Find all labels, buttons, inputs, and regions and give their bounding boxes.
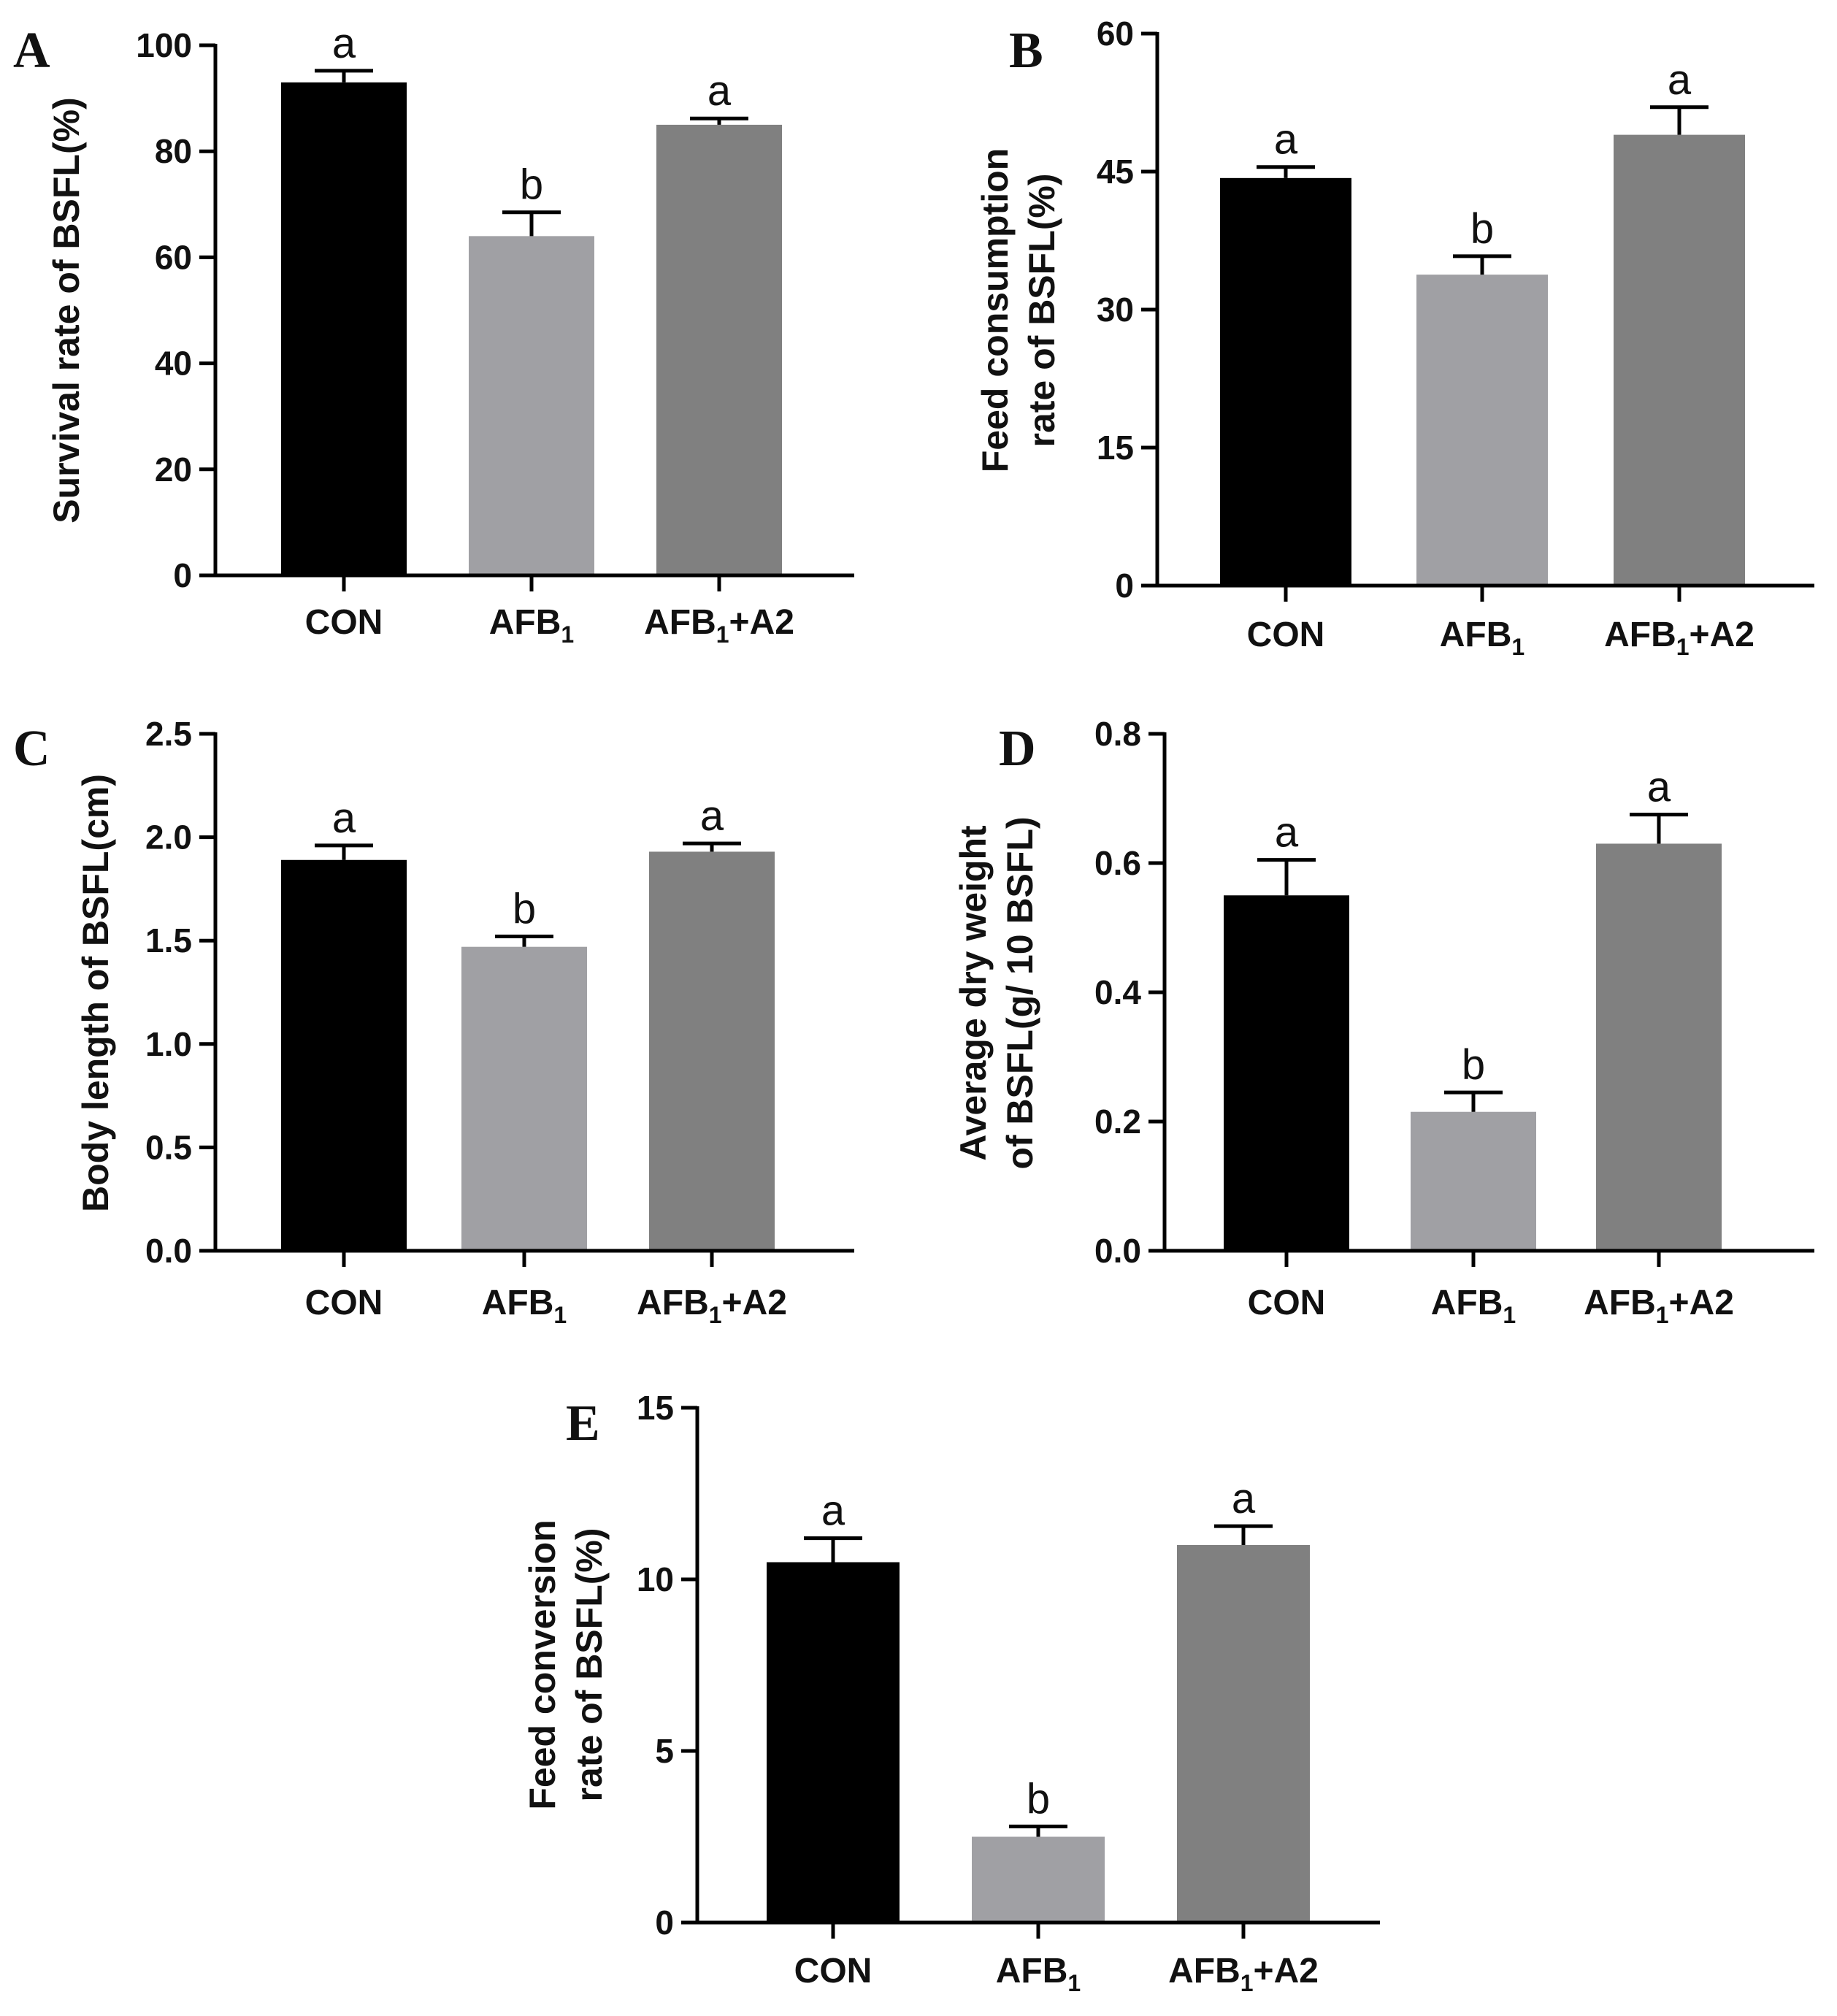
y-tick-label: 30 bbox=[1097, 291, 1134, 329]
bar bbox=[469, 236, 594, 575]
y-axis-label: Feed conversion rate of BSFL(%) bbox=[522, 1519, 610, 1809]
significance-label: b bbox=[1470, 205, 1494, 253]
bar bbox=[1177, 1545, 1310, 1923]
significance-label: a bbox=[707, 67, 732, 115]
bar bbox=[972, 1836, 1105, 1923]
significance-label: b bbox=[1027, 1775, 1050, 1823]
bar bbox=[649, 851, 775, 1251]
y-tick-label: 60 bbox=[155, 238, 192, 276]
x-tick-label: CON bbox=[794, 1952, 873, 1990]
x-tick-label: AFB1+A2 bbox=[1584, 1284, 1734, 1328]
x-tick-label: AFB1 bbox=[1440, 616, 1525, 660]
y-tick-label: 60 bbox=[1097, 15, 1134, 53]
bar bbox=[767, 1562, 900, 1923]
y-tick-label: 0.4 bbox=[1094, 973, 1141, 1011]
y-tick-label: 0.6 bbox=[1094, 844, 1141, 882]
y-tick-label: 0.2 bbox=[1094, 1103, 1141, 1141]
significance-label: a bbox=[1274, 116, 1298, 164]
x-tick-label: AFB1+A2 bbox=[644, 603, 794, 648]
y-tick-label: 40 bbox=[155, 345, 192, 383]
y-tick-label: 100 bbox=[136, 26, 192, 64]
x-tick-label: AFB1+A2 bbox=[1168, 1952, 1319, 1996]
panel-letter: C bbox=[13, 721, 50, 777]
x-tick-label: AFB1 bbox=[482, 1284, 567, 1328]
panel-letter: E bbox=[566, 1395, 600, 1452]
y-tick-label: 80 bbox=[155, 132, 192, 170]
y-tick-label: 20 bbox=[155, 451, 192, 488]
x-tick-label: AFB1+A2 bbox=[637, 1284, 787, 1328]
significance-label: a bbox=[332, 20, 356, 67]
bar bbox=[281, 859, 407, 1251]
bar bbox=[1224, 895, 1349, 1251]
y-tick-label: 0 bbox=[655, 1904, 674, 1942]
panel-letter: D bbox=[999, 721, 1036, 777]
significance-label: a bbox=[821, 1487, 845, 1535]
significance-label: a bbox=[700, 792, 724, 840]
chart-panel-c: Ca CON b AFB1 a AFB1+A2 0.0 0.5 1.0 1.5 2.0 2.5 Body… bbox=[13, 715, 854, 1328]
significance-label: b bbox=[520, 161, 543, 209]
chart-panel-e: Ea CON b AFB1 a AFB1+A2 0 5 10 15 Feed conversion r… bbox=[522, 1389, 1380, 1996]
significance-label: a bbox=[1275, 809, 1299, 856]
significance-label: a bbox=[1668, 56, 1692, 104]
x-tick-label: AFB1 bbox=[996, 1952, 1081, 1996]
x-tick-label: CON bbox=[305, 603, 383, 642]
y-tick-label: 0 bbox=[1115, 567, 1134, 605]
chart-panel-b: Ba CON b AFB1 a AFB1+A2 0 15 30 45 60 Feed consumpt… bbox=[975, 15, 1814, 660]
x-tick-label: AFB1 bbox=[489, 603, 574, 648]
y-tick-label: 0.0 bbox=[145, 1232, 192, 1270]
y-tick-label: 0.0 bbox=[1094, 1232, 1141, 1270]
bar bbox=[281, 82, 407, 575]
y-tick-label: 15 bbox=[1097, 429, 1134, 467]
bar bbox=[1416, 275, 1548, 586]
y-tick-label: 0.8 bbox=[1094, 715, 1141, 753]
x-tick-label: AFB1 bbox=[1431, 1284, 1516, 1328]
y-tick-label: 45 bbox=[1097, 153, 1134, 191]
panel-letter: A bbox=[13, 23, 50, 79]
significance-label: a bbox=[1647, 764, 1671, 811]
y-tick-label: 5 bbox=[655, 1732, 674, 1770]
significance-label: b bbox=[513, 886, 536, 933]
y-tick-label: 0 bbox=[173, 556, 192, 594]
significance-label: b bbox=[1462, 1041, 1485, 1089]
y-tick-label: 15 bbox=[637, 1389, 674, 1427]
x-tick-label: CON bbox=[305, 1284, 383, 1322]
bar bbox=[656, 124, 782, 575]
bar bbox=[1596, 843, 1722, 1251]
y-axis-label: Body length of BSFL(cm) bbox=[75, 774, 116, 1212]
y-tick-label: 1.5 bbox=[145, 921, 192, 959]
y-tick-label: 1.0 bbox=[145, 1025, 192, 1063]
x-tick-label: CON bbox=[1247, 616, 1325, 654]
bar bbox=[1614, 134, 1745, 586]
bar bbox=[1411, 1111, 1536, 1251]
bar bbox=[1220, 177, 1351, 586]
y-tick-label: 2.0 bbox=[145, 819, 192, 856]
x-tick-label: CON bbox=[1248, 1284, 1326, 1322]
y-axis-label: Average dry weight of BSFL(g/ 10 BSFL) bbox=[953, 816, 1040, 1169]
chart-panel-d: Da CON b AFB1 a AFB1+A2 0.0 0.2 0.4 0.6 0.8 Average… bbox=[953, 715, 1814, 1328]
panel-letter: B bbox=[1009, 23, 1043, 79]
x-tick-label: AFB1+A2 bbox=[1604, 616, 1754, 660]
bar bbox=[461, 946, 587, 1251]
y-tick-label: 2.5 bbox=[145, 715, 192, 753]
y-axis-label: Feed consumption rate of BSFL(%) bbox=[975, 148, 1062, 472]
y-axis-label: Survival rate of BSFL(%) bbox=[46, 97, 87, 523]
significance-label: a bbox=[1232, 1475, 1256, 1522]
y-tick-label: 10 bbox=[637, 1560, 674, 1598]
significance-label: a bbox=[332, 794, 356, 842]
y-tick-label: 0.5 bbox=[145, 1128, 192, 1166]
